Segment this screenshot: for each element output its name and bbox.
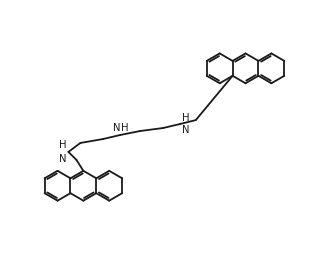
Text: H: H	[182, 113, 189, 123]
Text: H: H	[59, 140, 66, 150]
Text: N: N	[182, 125, 189, 135]
Text: N: N	[113, 123, 120, 133]
Text: H: H	[121, 123, 129, 133]
Text: N: N	[59, 154, 66, 164]
